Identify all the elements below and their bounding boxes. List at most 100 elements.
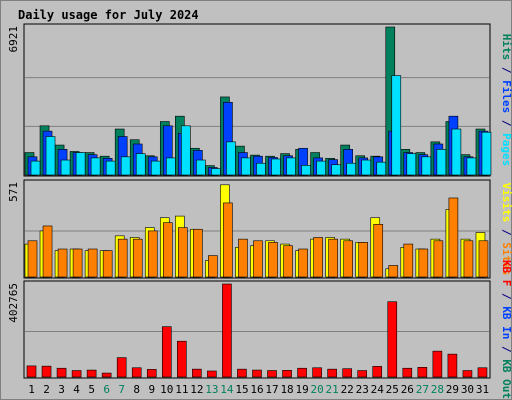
day-label-4: 4 — [73, 383, 80, 396]
day-label-14: 14 — [220, 383, 234, 396]
bar-sites-day-3 — [57, 248, 68, 278]
legend-part: / — [500, 286, 512, 306]
bar-sites-day-6 — [102, 250, 113, 278]
bar-kbytes-day-7 — [116, 357, 127, 378]
legend-part: / — [500, 339, 512, 359]
bar-sites-day-12 — [193, 228, 203, 278]
bar-kbytes-day-6 — [101, 372, 112, 378]
bar-pages-day-27 — [421, 156, 432, 176]
bar-pages-day-31 — [481, 131, 492, 176]
bar-kbytes-day-13 — [207, 370, 217, 378]
bar-pages-day-13 — [211, 168, 221, 176]
bar-sites-day-29 — [448, 197, 459, 278]
day-label-23: 23 — [356, 383, 369, 396]
legend-part: KB F — [500, 260, 512, 287]
bar-kbytes-day-8 — [131, 367, 142, 378]
bar-pages-day-30 — [466, 157, 477, 176]
bar-sites-day-16 — [253, 240, 263, 278]
bar-kbytes-day-31 — [477, 367, 488, 378]
chart-title: Daily usage for July 2024 — [18, 8, 199, 22]
day-label-24: 24 — [371, 383, 385, 396]
day-label-16: 16 — [250, 383, 263, 396]
day-label-13: 13 — [205, 383, 218, 396]
bar-sites-day-5 — [87, 248, 98, 278]
bar-pages-day-28 — [436, 149, 447, 176]
bar-pages-day-16 — [256, 162, 266, 176]
day-label-10: 10 — [160, 383, 173, 396]
bar-pages-day-25 — [391, 75, 402, 176]
bar-pages-day-15 — [241, 157, 251, 176]
bar-kbytes-day-27 — [417, 367, 428, 378]
bar-pages-day-1 — [30, 160, 41, 176]
day-label-21: 21 — [326, 383, 339, 396]
day-label-25: 25 — [386, 383, 399, 396]
day-label-5: 5 — [88, 383, 95, 396]
bar-kbytes-day-15 — [237, 368, 247, 378]
bar-sites-day-31 — [478, 240, 489, 278]
bar-sites-day-9 — [147, 230, 158, 278]
legend-part: / — [500, 60, 512, 80]
bar-kbytes-day-11 — [177, 340, 187, 378]
bar-kbytes-day-25 — [387, 301, 398, 378]
day-label-31: 31 — [476, 383, 489, 396]
bar-pages-day-7 — [120, 156, 131, 176]
legend-part: Visits — [500, 183, 512, 223]
panel-top-side-legend: Hits / Files / Pages — [500, 34, 512, 167]
bar-sites-day-19 — [298, 248, 308, 278]
day-label-28: 28 — [431, 383, 444, 396]
bar-sites-day-22 — [343, 240, 353, 278]
day-label-6: 6 — [103, 383, 110, 396]
bar-kbytes-day-12 — [192, 368, 202, 378]
day-label-29: 29 — [446, 383, 459, 396]
day-label-11: 11 — [175, 383, 188, 396]
bar-sites-day-21 — [328, 238, 338, 278]
bar-pages-day-4 — [75, 152, 86, 176]
panel-top: 6921 Hits / Files / Pages — [7, 23, 512, 177]
bar-kbytes-day-18 — [282, 370, 292, 378]
bar-kbytes-day-26 — [402, 367, 413, 378]
day-label-1: 1 — [28, 383, 35, 396]
bar-kbytes-day-29 — [447, 353, 458, 378]
day-label-19: 19 — [295, 383, 308, 396]
bar-kbytes-day-10 — [161, 326, 172, 378]
bar-sites-day-17 — [268, 242, 278, 278]
day-label-20: 20 — [311, 383, 324, 396]
bar-pages-day-21 — [331, 164, 341, 176]
bar-kbytes-day-19 — [297, 367, 307, 378]
bar-kbytes-day-23 — [357, 370, 368, 378]
bar-pages-day-23 — [361, 159, 372, 176]
day-label-18: 18 — [280, 383, 293, 396]
bar-pages-day-19 — [301, 165, 311, 176]
bar-kbytes-day-22 — [342, 368, 352, 378]
legend-part: KB Out — [500, 359, 512, 399]
bar-sites-day-10 — [162, 222, 173, 278]
bar-sites-day-11 — [178, 227, 188, 278]
bar-sites-day-28 — [433, 240, 444, 278]
bar-pages-day-8 — [135, 153, 146, 176]
bar-sites-day-4 — [72, 248, 83, 278]
legend-part: KB In — [500, 306, 512, 339]
x-axis-day-labels: 1 2 3 4 5 6 7 8 9 10 11 12 13 14 15 16 17 18 19 20 21 22 23 24 2… — [28, 383, 489, 396]
bar-kbytes-day-16 — [252, 369, 262, 378]
panel-bottom: 402765 KB F / KB In / KB Out — [7, 260, 512, 399]
bar-sites-day-20 — [313, 237, 323, 278]
bar-pages-day-6 — [105, 160, 116, 176]
panel-middle-side-legend: Visits / Sites — [500, 183, 512, 276]
day-label-12: 12 — [190, 383, 203, 396]
bar-sites-day-24 — [373, 224, 384, 278]
bar-kbytes-day-1 — [26, 365, 37, 378]
bar-pages-day-12 — [196, 159, 206, 176]
bar-pages-day-2 — [45, 136, 56, 176]
bar-pages-day-11 — [181, 125, 191, 176]
day-label-17: 17 — [265, 383, 278, 396]
bar-kbytes-day-4 — [71, 370, 82, 378]
bar-sites-day-7 — [117, 238, 128, 278]
bar-kbytes-day-20 — [312, 367, 322, 378]
bar-pages-day-29 — [451, 128, 462, 176]
bar-pages-day-22 — [346, 162, 356, 176]
day-label-9: 9 — [148, 383, 155, 396]
bar-sites-day-2 — [42, 225, 53, 278]
bar-pages-day-17 — [271, 158, 281, 176]
